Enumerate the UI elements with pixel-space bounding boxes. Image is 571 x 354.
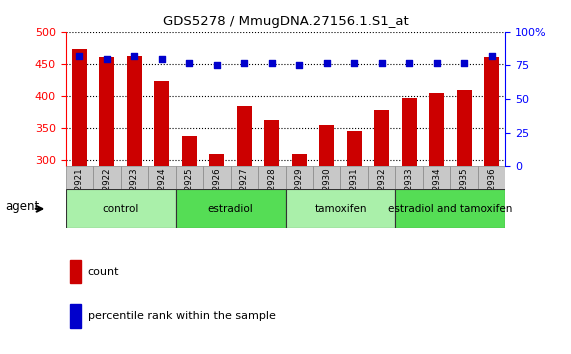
Bar	[66, 166, 93, 189]
Bar	[209, 154, 224, 352]
Point	[322, 60, 331, 65]
Bar	[154, 81, 170, 352]
Text: GSM362923: GSM362923	[130, 167, 139, 220]
Text: GSM362921: GSM362921	[75, 167, 84, 220]
Text: estradiol: estradiol	[208, 204, 254, 214]
Point	[349, 60, 359, 65]
Point	[295, 63, 304, 68]
Bar	[374, 110, 389, 352]
Bar	[203, 166, 231, 189]
Point	[102, 56, 111, 62]
Bar	[478, 166, 505, 189]
Text: GSM362930: GSM362930	[322, 167, 331, 220]
Point	[460, 60, 469, 65]
Bar	[93, 166, 120, 189]
Text: control: control	[102, 204, 139, 214]
Bar	[148, 166, 176, 189]
Point	[130, 53, 139, 59]
Text: GSM362922: GSM362922	[102, 167, 111, 220]
Bar	[72, 48, 87, 352]
Text: percentile rank within the sample: percentile rank within the sample	[88, 311, 276, 321]
Point	[405, 60, 414, 65]
Bar	[395, 189, 505, 228]
Bar	[127, 56, 142, 352]
Bar	[120, 166, 148, 189]
Bar	[66, 189, 176, 228]
Point	[432, 60, 441, 65]
Point	[487, 53, 496, 59]
Bar	[340, 166, 368, 189]
Point	[212, 63, 222, 68]
Bar	[70, 304, 81, 328]
Text: GSM362933: GSM362933	[405, 167, 413, 220]
Bar	[99, 57, 114, 352]
Title: GDS5278 / MmugDNA.27156.1.S1_at: GDS5278 / MmugDNA.27156.1.S1_at	[163, 15, 408, 28]
Text: GSM362928: GSM362928	[267, 167, 276, 220]
Text: GSM362934: GSM362934	[432, 167, 441, 220]
Bar	[457, 90, 472, 352]
Text: agent: agent	[5, 200, 39, 213]
Bar	[395, 166, 423, 189]
Bar	[286, 189, 395, 228]
Bar	[70, 260, 81, 283]
Text: GSM362924: GSM362924	[158, 167, 166, 220]
Bar	[368, 166, 395, 189]
Bar	[292, 154, 307, 352]
Bar	[231, 166, 258, 189]
Bar	[176, 166, 203, 189]
Point	[377, 60, 386, 65]
Bar	[313, 166, 340, 189]
Text: GSM362926: GSM362926	[212, 167, 222, 220]
Point	[185, 60, 194, 65]
Bar	[429, 93, 444, 352]
Bar	[401, 98, 417, 352]
Point	[267, 60, 276, 65]
Bar	[484, 57, 499, 352]
Text: GSM362925: GSM362925	[185, 167, 194, 220]
Point	[157, 56, 166, 62]
Text: tamoxifen: tamoxifen	[314, 204, 367, 214]
Bar	[451, 166, 478, 189]
Bar	[258, 166, 286, 189]
Text: GSM362931: GSM362931	[349, 167, 359, 220]
Point	[75, 53, 84, 59]
Bar	[319, 125, 334, 352]
Text: GSM362936: GSM362936	[487, 167, 496, 220]
Point	[240, 60, 249, 65]
Bar	[423, 166, 451, 189]
Text: GSM362932: GSM362932	[377, 167, 386, 220]
Text: estradiol and tamoxifen: estradiol and tamoxifen	[388, 204, 513, 214]
Text: GSM362935: GSM362935	[460, 167, 469, 220]
Bar	[264, 120, 279, 352]
Bar	[286, 166, 313, 189]
Bar	[347, 131, 362, 352]
Text: count: count	[88, 267, 119, 276]
Bar	[182, 136, 197, 352]
Bar	[176, 189, 286, 228]
Text: GSM362927: GSM362927	[240, 167, 249, 220]
Text: GSM362929: GSM362929	[295, 167, 304, 220]
Bar	[237, 106, 252, 352]
